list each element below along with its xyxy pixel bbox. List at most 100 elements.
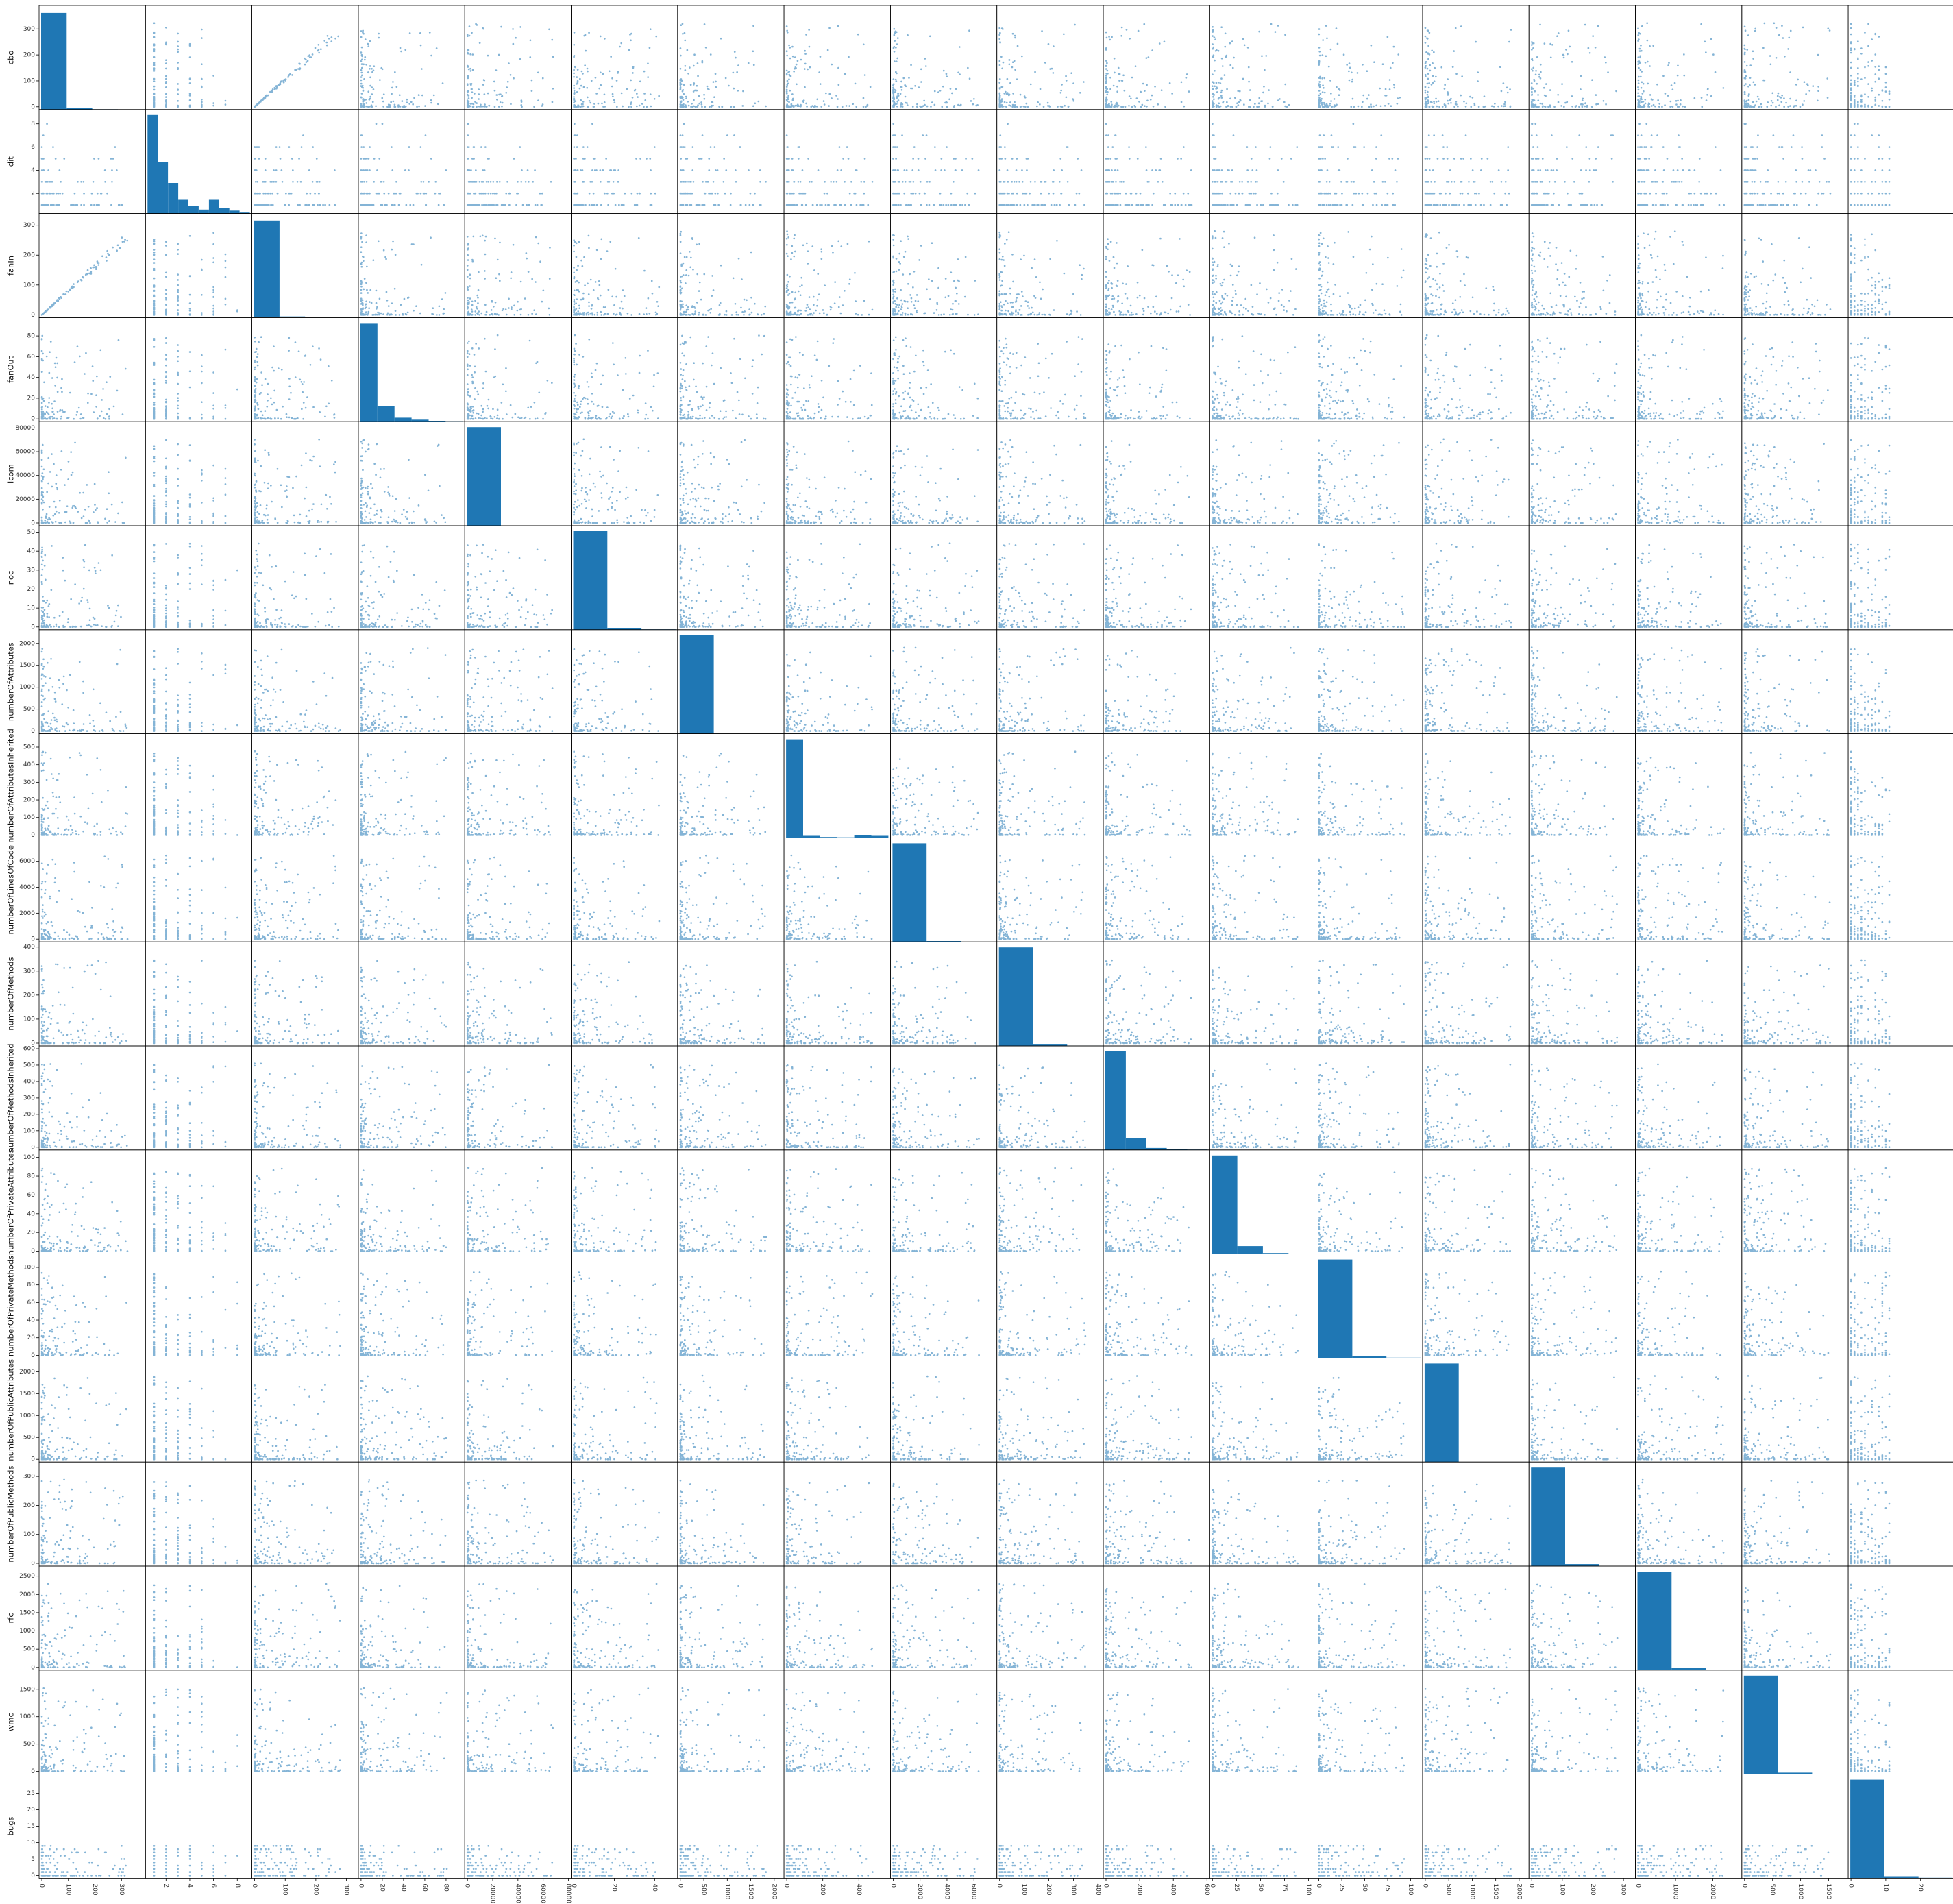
scatter-points-lcom-vs-rfc [1637, 439, 1725, 524]
cell-frame [1635, 733, 1743, 838]
cell-frame [783, 941, 891, 1047]
cell-numberOfMethodsInherited-vs-bugs [1847, 1045, 1953, 1151]
cell-numberOfLinesOfCode-vs-numberOfPrivateMethods [1316, 838, 1423, 942]
cell-frame [1316, 1149, 1423, 1255]
cell-numberOfPublicMethods-vs-numberOfMethodsInherited [1103, 1461, 1210, 1567]
cell-numberOfLinesOfCode-vs-lcom [464, 838, 572, 942]
x-tick-label: 400 [1094, 1883, 1101, 1895]
cell-lcom-vs-numberOfMethodsInherited [1103, 421, 1210, 526]
cell-frame [1847, 5, 1953, 110]
cell-numberOfPrivateMethods-vs-fanIn [251, 1254, 359, 1358]
x-tick-label: 500 [1445, 1883, 1452, 1895]
hist-bar-numberOfAttributesInherited-1 [803, 835, 820, 838]
y-axis-label-numberOfAttributesInherited: numberOfAttributesInherited [6, 729, 16, 843]
cell-numberOfAttributes-vs-rfc [1635, 629, 1743, 734]
cell-numberOfPrivateAttributes-vs-numberOfPrivateAttributes [1209, 1149, 1317, 1255]
y-tick-label: 0 [31, 103, 35, 110]
cell-frame [38, 317, 146, 422]
hist-bar-numberOfPrivateAttributes-0 [1212, 1155, 1238, 1254]
cell-frame [677, 109, 785, 215]
scatter-points-noc-vs-numberOfMethodsInherited [1105, 544, 1192, 628]
scatter-points-numberOfMethods-vs-lcom [466, 961, 553, 1045]
scatter-points-numberOfPublicAttributes-vs-dit [153, 1376, 227, 1461]
scatter-points-lcom-vs-numberOfAttributes [679, 439, 765, 524]
cell-numberOfMethods-vs-bugs [1847, 941, 1953, 1047]
scatter-points-numberOfPrivateMethods-vs-numberOfLinesOfCode [892, 1275, 980, 1356]
cell-wmc-vs-numberOfPublicAttributes [1422, 1670, 1530, 1775]
scatter-points-numberOfAttributesInherited-vs-noc [573, 750, 660, 836]
scatter-points-numberOfMethods-vs-fanIn [254, 960, 339, 1045]
hist-bar-dit-8 [229, 210, 240, 214]
cell-frame [783, 1254, 891, 1358]
scatter-points-numberOfPrivateMethods-vs-fanIn [254, 1272, 341, 1356]
cell-rfc-vs-numberOfPrivateMethods [1316, 1565, 1423, 1671]
scatter-points-numberOfPrivateAttributes-vs-rfc [1637, 1167, 1724, 1252]
cell-numberOfPublicAttributes-vs-fanIn [251, 1358, 359, 1463]
cell-frame [996, 733, 1104, 838]
cell-frame [677, 1045, 785, 1151]
cell-wmc-vs-wmc [1741, 1670, 1849, 1775]
cell-numberOfMethods-vs-numberOfMethodsInherited [1103, 941, 1210, 1047]
cell-frame [1635, 838, 1743, 942]
cell-frame [1741, 525, 1849, 631]
cell-frame [1847, 1045, 1953, 1151]
cell-frame [571, 109, 678, 215]
x-tick-label: 0 [1528, 1883, 1535, 1888]
cell-numberOfPrivateMethods-vs-numberOfPublicAttributes [1422, 1254, 1530, 1358]
cell-numberOfPrivateAttributes-vs-numberOfAttributes [677, 1149, 785, 1255]
x-tick-label: 25 [1233, 1883, 1240, 1891]
scatter-points-rfc-vs-cbo [40, 1583, 126, 1669]
cell-frame [1635, 317, 1743, 422]
scatter-points-noc-vs-numberOfLinesOfCode [892, 542, 980, 628]
cell-frame [677, 5, 785, 110]
cell-numberOfPrivateAttributes-vs-fanOut [358, 1149, 465, 1255]
cell-frame [1422, 109, 1530, 215]
scatter-points-numberOfAttributesInherited-vs-numberOfPrivateAttributes [1212, 752, 1299, 836]
cell-frame [996, 317, 1104, 422]
cell-numberOfMethods-vs-numberOfPrivateMethods [1316, 941, 1423, 1047]
cell-numberOfAttributesInherited-vs-wmc [1741, 733, 1849, 838]
hist-bar-numberOfAttributesInherited-0 [786, 739, 803, 838]
scatter-points-numberOfLinesOfCode-vs-cbo [40, 855, 129, 940]
cell-noc-vs-rfc [1635, 525, 1743, 631]
cell-fanIn-vs-numberOfPrivateAttributes [1209, 213, 1317, 318]
cell-frame [571, 5, 678, 110]
scatter-points-numberOfPrivateAttributes-vs-fanIn [254, 1167, 340, 1252]
scatter-points-fanIn-vs-numberOfPrivateMethods [1318, 231, 1405, 316]
scatter-points-dit-vs-fanIn [254, 134, 336, 206]
scatter-points-numberOfLinesOfCode-vs-numberOfPublicAttributes [1424, 855, 1510, 940]
x-tick-label: 1500 [1492, 1883, 1499, 1899]
cell-numberOfMethodsInherited-vs-lcom [464, 1045, 572, 1151]
scatter-points-numberOfPrivateAttributes-vs-numberOfLinesOfCode [892, 1168, 976, 1252]
x-tick-label: 0 [570, 1883, 577, 1888]
cell-numberOfAttributes-vs-numberOfPublicAttributes [1422, 629, 1530, 734]
cell-frame [890, 941, 998, 1047]
cell-numberOfPublicMethods-vs-rfc [1635, 1461, 1743, 1567]
cell-frame [1103, 317, 1210, 422]
cell-frame [358, 5, 465, 110]
cell-frame [996, 1358, 1104, 1463]
cell-numberOfPublicMethods-vs-wmc [1741, 1461, 1849, 1567]
scatter-points-cbo-vs-numberOfMethods [998, 23, 1085, 108]
scatter-points-bugs-vs-numberOfAttributesInherited [785, 1845, 874, 1877]
x-tick-label: 1000 [1672, 1883, 1679, 1899]
scatter-points-bugs-vs-fanOut [360, 1845, 448, 1877]
scatter-points-numberOfPrivateMethods-vs-lcom [466, 1271, 553, 1356]
cell-noc-vs-numberOfPrivateAttributes [1209, 525, 1317, 631]
cell-numberOfPrivateAttributes-vs-numberOfAttributesInherited [783, 1149, 891, 1255]
cell-fanOut-vs-cbo: 0 20 40 60 80 fanOut [6, 317, 146, 423]
scatter-points-fanIn-vs-numberOfPublicMethods [1530, 232, 1617, 316]
cell-numberOfPrivateMethods-vs-numberOfMethodsInherited [1103, 1254, 1210, 1358]
scatter-points-numberOfPublicMethods-vs-dit [153, 1481, 238, 1565]
cell-dit-vs-numberOfPrivateAttributes [1209, 109, 1317, 215]
cell-frame [1422, 838, 1530, 942]
cell-frame [1528, 629, 1636, 734]
cell-frame [677, 941, 785, 1047]
cell-rfc-vs-numberOfAttributes [677, 1565, 785, 1671]
cell-noc-vs-numberOfPrivateMethods [1316, 525, 1423, 631]
x-tick-label: 40 [400, 1883, 406, 1892]
cell-numberOfMethodsInherited-vs-numberOfMethods [996, 1045, 1104, 1151]
cell-frame [145, 1254, 253, 1358]
scatter-points-wmc-vs-numberOfMethodsInherited [1105, 1691, 1190, 1772]
